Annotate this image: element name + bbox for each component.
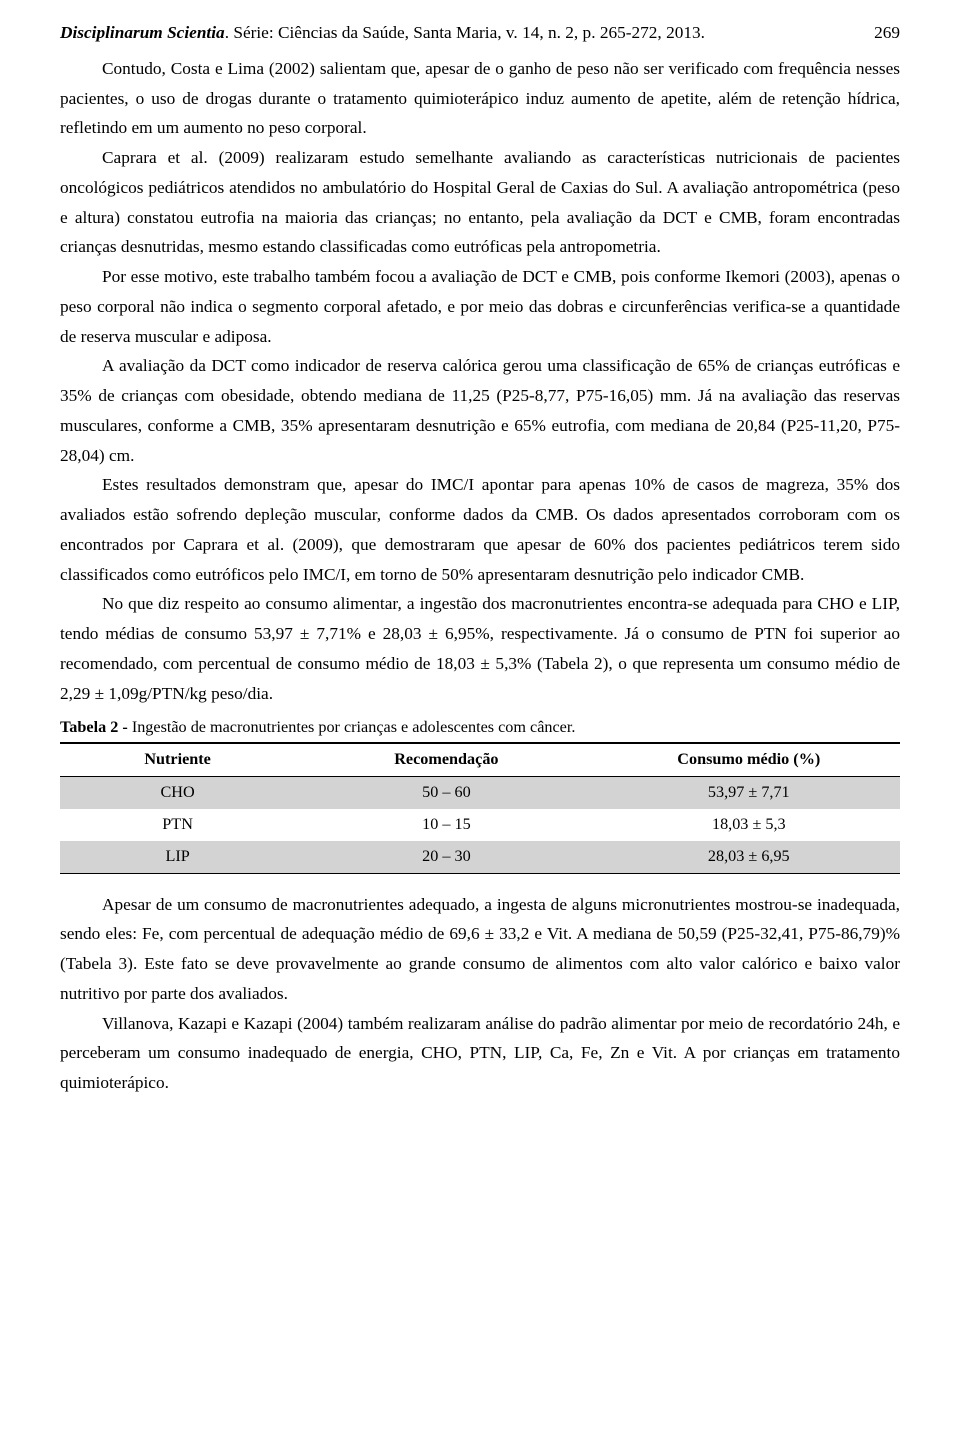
- journal-name-italic: Disciplinarum Scientia: [60, 23, 225, 42]
- table2-caption-text: Ingestão de macronutrientes por crianças…: [132, 718, 576, 736]
- cell-nutriente: LIP: [60, 841, 295, 873]
- cell-recomendacao: 20 – 30: [295, 841, 597, 873]
- cell-recomendacao: 50 – 60: [295, 776, 597, 808]
- table2-caption-prefix: Tabela 2 -: [60, 718, 132, 736]
- cell-consumo: 18,03 ± 5,3: [598, 809, 900, 841]
- body-paragraph: Contudo, Costa e Lima (2002) salientam q…: [60, 54, 900, 143]
- table2-macronutrients: Nutriente Recomendação Consumo médio (%)…: [60, 743, 900, 873]
- journal-header: Disciplinarum Scientia. Série: Ciências …: [60, 18, 900, 48]
- table-row: CHO 50 – 60 53,97 ± 7,71: [60, 776, 900, 808]
- table-row: LIP 20 – 30 28,03 ± 6,95: [60, 841, 900, 873]
- table2-col-nutriente: Nutriente: [60, 744, 295, 777]
- table-row: PTN 10 – 15 18,03 ± 5,3: [60, 809, 900, 841]
- body-paragraph: Villanova, Kazapi e Kazapi (2004) também…: [60, 1009, 900, 1098]
- cell-nutriente: PTN: [60, 809, 295, 841]
- cell-consumo: 53,97 ± 7,71: [598, 776, 900, 808]
- table2-caption: Tabela 2 - Ingestão de macronutrientes p…: [60, 714, 900, 742]
- cell-nutriente: CHO: [60, 776, 295, 808]
- cell-consumo: 28,03 ± 6,95: [598, 841, 900, 873]
- body-paragraph: Estes resultados demonstram que, apesar …: [60, 470, 900, 589]
- body-paragraph: No que diz respeito ao consumo alimentar…: [60, 589, 900, 708]
- body-paragraph: Por esse motivo, este trabalho também fo…: [60, 262, 900, 351]
- body-paragraph: Caprara et al. (2009) realizaram estudo …: [60, 143, 900, 262]
- table2-header-row: Nutriente Recomendação Consumo médio (%): [60, 744, 900, 777]
- table2-wrap: Nutriente Recomendação Consumo médio (%)…: [60, 742, 900, 873]
- cell-recomendacao: 10 – 15: [295, 809, 597, 841]
- journal-info: . Série: Ciências da Saúde, Santa Maria,…: [225, 23, 705, 42]
- journal-title: Disciplinarum Scientia. Série: Ciências …: [60, 18, 705, 48]
- body-paragraph: Apesar de um consumo de macronutrientes …: [60, 890, 900, 1009]
- table2-col-recomendacao: Recomendação: [295, 744, 597, 777]
- table2-col-consumo: Consumo médio (%): [598, 744, 900, 777]
- page-number: 269: [874, 18, 900, 48]
- body-paragraph: A avaliação da DCT como indicador de res…: [60, 351, 900, 470]
